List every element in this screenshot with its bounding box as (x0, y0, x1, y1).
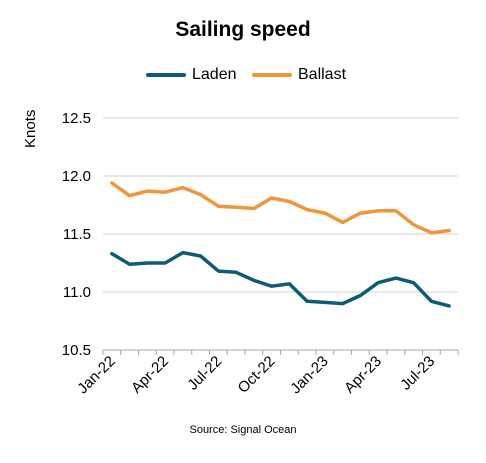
series-line-laden (110, 250, 451, 308)
x-tick-label: Jul-23 (397, 353, 438, 394)
y-tick-label: 12.0 (62, 168, 91, 185)
x-tick-label: Jan-23 (287, 353, 331, 397)
x-tick-label: Apr-23 (341, 353, 385, 397)
legend-item-ballast: Ballast (252, 66, 346, 84)
x-tick-label: Jul-22 (184, 353, 225, 394)
legend-swatch-ballast (252, 73, 292, 77)
source-note: Source: Signal Ocean (189, 424, 297, 436)
legend: Laden Ballast (0, 66, 486, 88)
legend-item-laden: Laden (146, 66, 237, 84)
x-tick-label: Jan-22 (74, 353, 118, 397)
y-tick-label: 10.5 (62, 342, 91, 359)
legend-swatch-laden (146, 73, 186, 77)
legend-label-ballast: Ballast (298, 66, 347, 83)
x-tick-label: Apr-22 (128, 353, 172, 397)
series-line-ballast (110, 181, 451, 235)
y-tick-label: 11.5 (63, 226, 91, 243)
y-tick-label: 11.0 (63, 284, 91, 301)
legend-label-laden: Laden (192, 66, 237, 83)
y-tick-label: 12.5 (62, 110, 91, 127)
chart-title: Sailing speed (175, 18, 311, 41)
x-tick-label: Oct-22 (235, 353, 279, 397)
